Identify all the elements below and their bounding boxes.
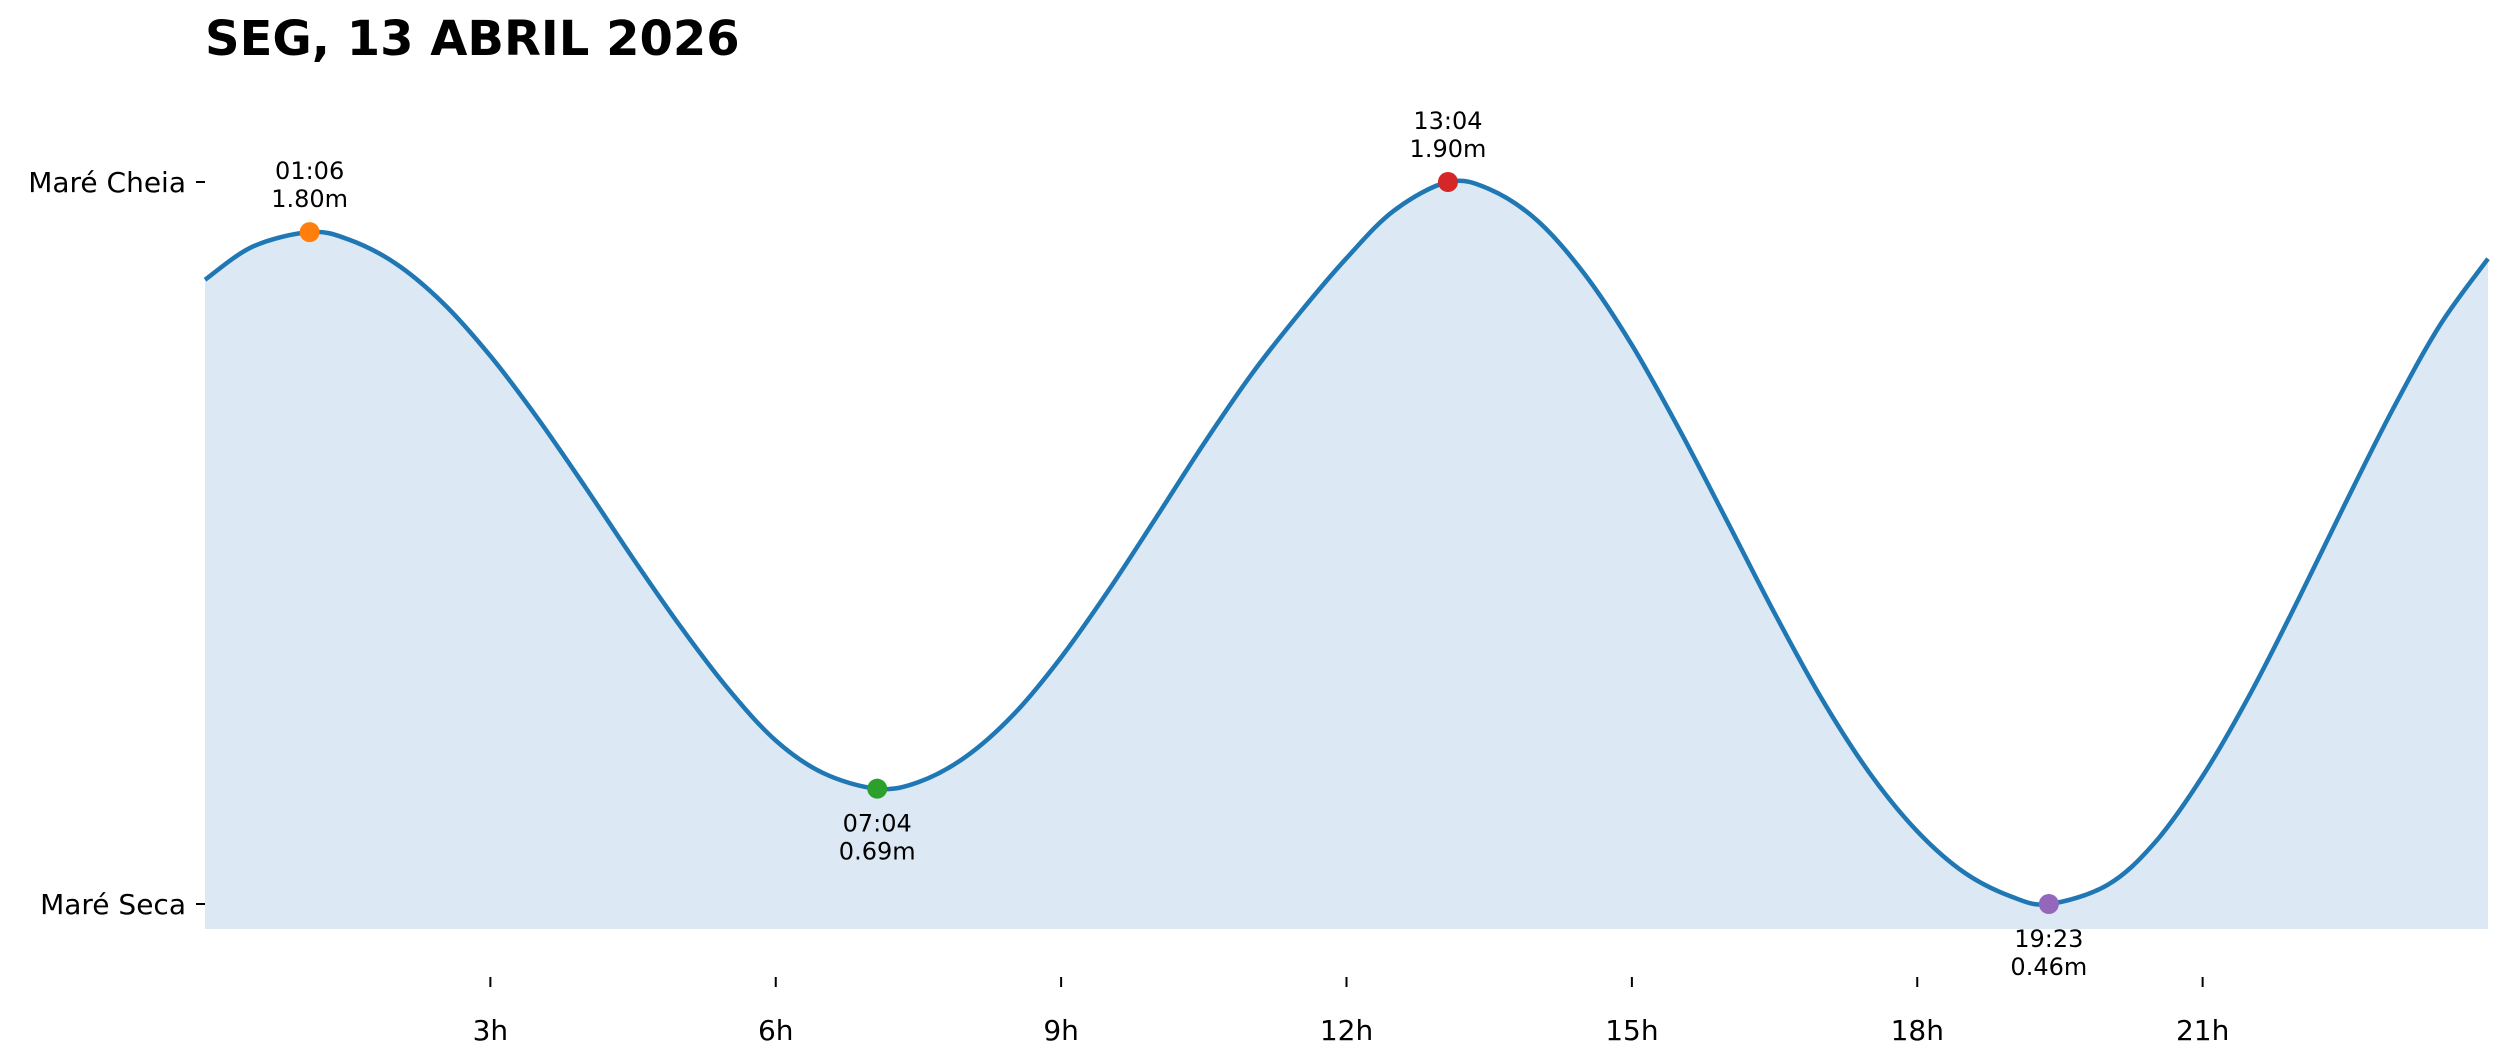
extreme-point-low <box>2038 894 2059 914</box>
y-tick-label: Maré Seca <box>40 888 186 921</box>
x-tick-label: 6h <box>758 1014 794 1047</box>
y-axis: Maré Cheia Maré Seca <box>28 166 205 921</box>
tide-fill-area <box>205 180 2488 929</box>
plot-area: 01:061.80m 07:040.69m 13:041.90m 19:230.46m <box>203 107 2490 981</box>
extreme-point-high <box>1437 172 1458 192</box>
extreme-height-label: 1.80m <box>271 185 348 213</box>
x-tick-label: 3h <box>473 1014 509 1047</box>
x-tick-label: 18h <box>1891 1014 1944 1047</box>
extreme-point-high <box>299 222 320 243</box>
extreme-time-label: 01:06 <box>275 157 344 185</box>
x-tick-label: 9h <box>1043 1014 1079 1047</box>
x-tick-label: 12h <box>1320 1014 1373 1047</box>
tide-curve <box>203 178 2490 907</box>
extreme-height-label: 0.46m <box>2010 953 2087 981</box>
extreme-annotations: 01:061.80m 07:040.69m 13:041.90m 19:230.46m <box>271 107 2087 981</box>
y-tick-label: Maré Cheia <box>28 166 186 199</box>
extreme-point-low <box>867 778 888 799</box>
x-tick-label: 15h <box>1605 1014 1658 1047</box>
extreme-time-label: 13:04 <box>1413 107 1482 135</box>
extreme-time-label: 07:04 <box>843 810 912 838</box>
chart-title: SEG, 13 ABRIL 2026 <box>205 11 740 67</box>
x-tick-label: 21h <box>2176 1014 2229 1047</box>
x-axis: 3h 6h 9h 12h 15h 18h 21h <box>473 977 2229 1047</box>
extreme-markers <box>299 172 2059 914</box>
extreme-time-label: 19:23 <box>2014 925 2083 953</box>
extreme-height-label: 0.69m <box>839 838 916 866</box>
extreme-height-label: 1.90m <box>1410 135 1487 163</box>
